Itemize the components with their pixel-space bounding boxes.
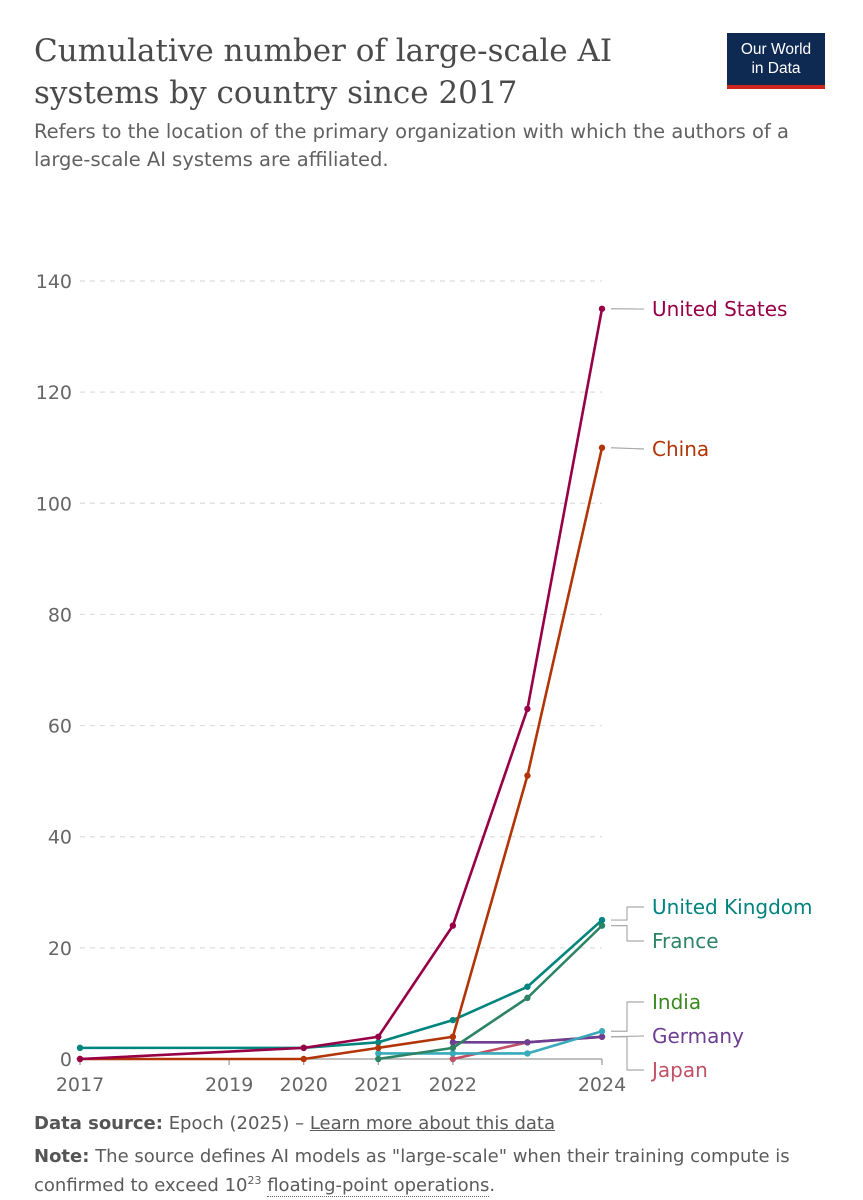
data-point xyxy=(76,1055,84,1063)
y-tick-label: 60 xyxy=(48,716,72,738)
data-point xyxy=(375,1055,382,1063)
chart-title: Cumulative number of large-scale AI syst… xyxy=(34,33,613,111)
series-label: India xyxy=(652,990,701,1014)
x-tick-label: 2020 xyxy=(280,1074,328,1096)
flops-link[interactable]: floating-point operations xyxy=(267,1175,490,1197)
data-point xyxy=(598,444,606,451)
y-tick-label: 140 xyxy=(36,271,72,293)
y-tick-label: 100 xyxy=(36,493,72,515)
data-point xyxy=(375,1039,382,1046)
data-point xyxy=(449,1039,457,1046)
line-chart: 0 20 40 60 80 100 120 140 2017 2019 2020 2021 2022 20… xyxy=(36,271,813,1096)
data-point xyxy=(524,994,531,1002)
series-line xyxy=(376,924,604,1061)
label-connector xyxy=(611,925,644,942)
series-labels: United States China United Kingdom France In… xyxy=(610,297,813,1082)
note-exponent: 23 xyxy=(247,1174,262,1187)
series-label: Japan xyxy=(650,1058,708,1082)
data-point xyxy=(598,922,606,929)
y-tick-label: 80 xyxy=(48,604,72,626)
data-point xyxy=(598,916,606,924)
label-connector xyxy=(611,906,644,921)
note-label: Note: xyxy=(34,1146,90,1167)
data-point xyxy=(300,1044,307,1052)
data-point xyxy=(375,1050,382,1057)
series-label: China xyxy=(652,437,709,461)
label-connector xyxy=(611,1036,644,1071)
learn-more-link[interactable]: Learn more about this data xyxy=(309,1113,555,1134)
label-connector xyxy=(610,447,645,450)
series-line xyxy=(78,307,604,1061)
y-tick-label: 120 xyxy=(36,382,72,404)
data-point xyxy=(598,305,606,312)
series-line xyxy=(78,446,604,1061)
note-end: . xyxy=(489,1175,496,1196)
data-point xyxy=(524,1039,531,1046)
note-text: The source defines AI models as "large-s… xyxy=(34,1146,790,1196)
y-tick-label: 0 xyxy=(60,1049,72,1071)
owid-logo[interactable]: Our World in Data xyxy=(727,33,825,89)
data-point xyxy=(524,705,531,713)
grid-lines xyxy=(80,280,602,949)
x-tick-label: 2024 xyxy=(578,1074,626,1096)
chart-note: Note: The source defines AI models as "l… xyxy=(34,1145,834,1198)
x-tick-label: 2019 xyxy=(205,1074,253,1096)
x-tick-label: 2021 xyxy=(354,1074,402,1096)
data-point xyxy=(449,1050,457,1057)
series-lines xyxy=(76,305,606,1063)
data-point xyxy=(449,1016,457,1024)
data-source: Data source: Epoch (2025) – Learn more a… xyxy=(34,1112,834,1136)
data-point xyxy=(375,1044,382,1052)
data-point xyxy=(300,1055,307,1063)
logo-line-1: Our World xyxy=(740,41,812,58)
data-point xyxy=(449,1033,457,1040)
series-label: United States xyxy=(652,297,787,321)
source-label: Data source: xyxy=(34,1113,163,1134)
series-label: France xyxy=(652,929,719,953)
data-point xyxy=(524,772,531,779)
data-point xyxy=(524,1050,531,1057)
logo-line-2: in Data xyxy=(751,60,801,77)
data-point xyxy=(449,1055,457,1063)
data-point xyxy=(524,983,531,990)
label-connector xyxy=(611,1001,644,1032)
data-point xyxy=(375,1033,382,1040)
y-tick-label: 20 xyxy=(48,938,72,960)
series-line xyxy=(78,918,604,1050)
data-point xyxy=(598,1033,606,1040)
data-point xyxy=(449,922,457,929)
series-label: United Kingdom xyxy=(652,895,813,919)
y-tick-label: 40 xyxy=(48,827,72,849)
source-text: Epoch (2025) – xyxy=(168,1113,305,1134)
data-point xyxy=(76,1044,84,1052)
data-point xyxy=(598,1028,606,1035)
x-tick-label: 2017 xyxy=(56,1074,104,1096)
data-point xyxy=(449,1044,457,1052)
series-label: Germany xyxy=(652,1024,744,1048)
axes: 0 20 40 60 80 100 120 140 2017 2019 2020 2021 2022 20… xyxy=(36,271,626,1096)
chart-subtitle: Refers to the location of the primary or… xyxy=(34,120,789,171)
x-tick-label: 2022 xyxy=(429,1074,477,1096)
